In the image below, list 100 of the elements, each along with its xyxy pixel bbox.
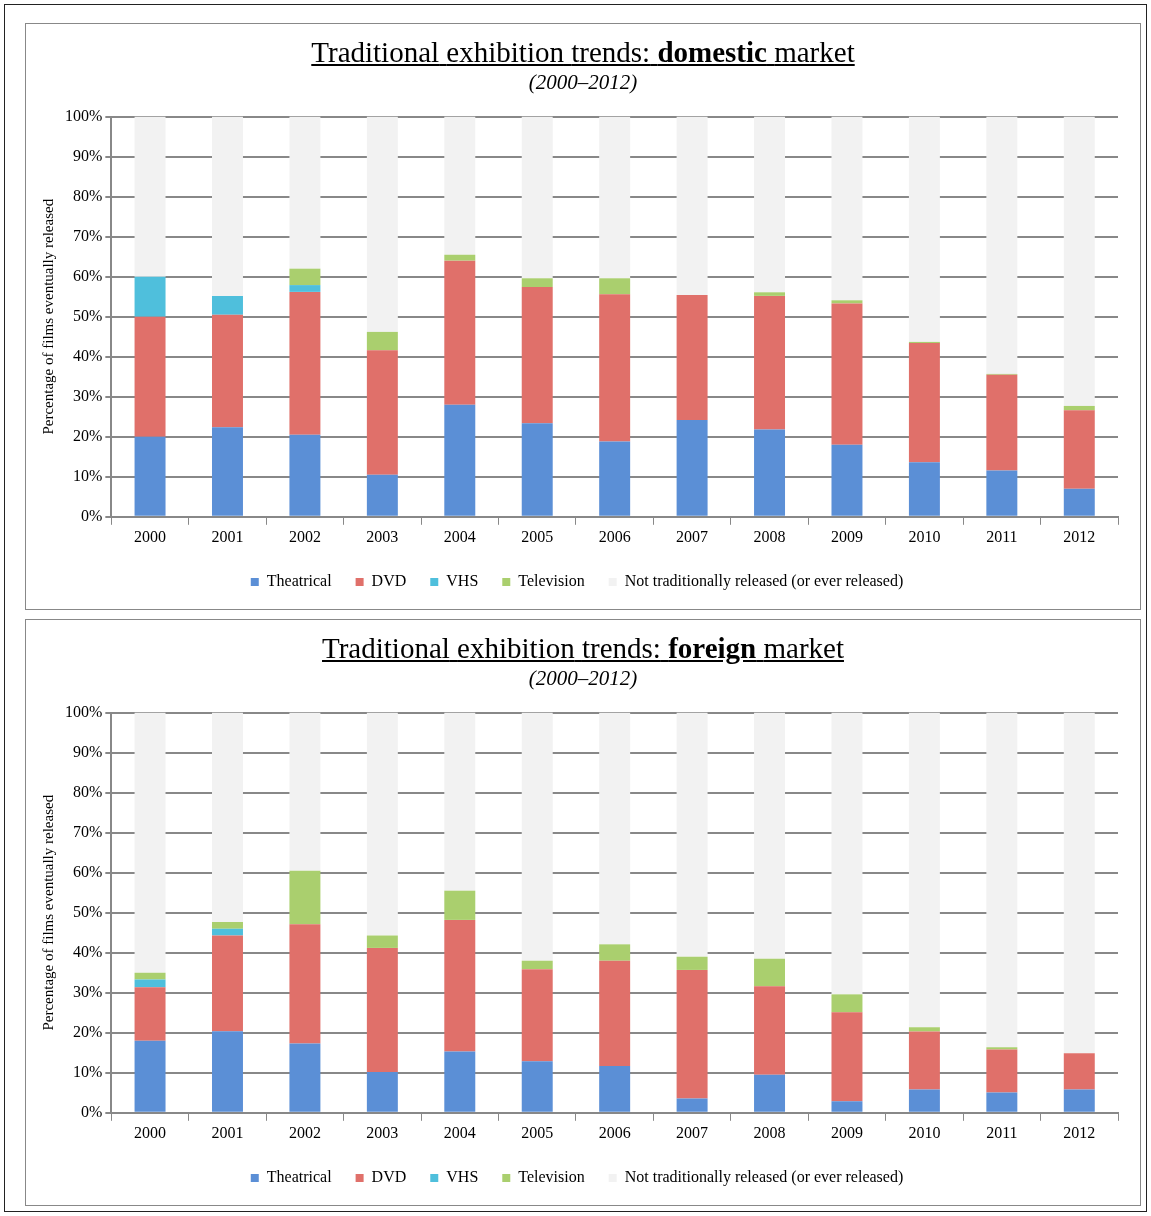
x-tick-label: 2001	[211, 527, 244, 545]
bar	[521, 287, 553, 424]
bar	[599, 712, 631, 945]
bar	[599, 441, 631, 516]
bar	[521, 960, 553, 970]
bar	[754, 116, 786, 293]
bar	[908, 116, 940, 342]
legend-label: VHS	[446, 572, 479, 590]
bar	[289, 924, 321, 1044]
bar	[212, 427, 243, 516]
chart-subtitle: (2000–2012)	[527, 70, 639, 95]
bar	[1063, 488, 1095, 516]
legend-label: Television	[518, 1168, 585, 1186]
legend-label: DVD	[371, 1168, 407, 1186]
bar	[676, 969, 708, 1099]
y-tick-label: 70%	[73, 822, 103, 840]
x-tick-label: 2001	[211, 1123, 244, 1141]
bar	[366, 350, 398, 475]
y-tick-label: 90%	[73, 742, 103, 760]
bar	[134, 436, 166, 516]
bar	[831, 712, 863, 995]
bar	[212, 1031, 243, 1112]
bar	[134, 116, 166, 277]
bar	[1063, 1089, 1095, 1112]
bar	[908, 712, 940, 1028]
x-tick-label: 2004	[443, 1123, 476, 1141]
x-tick-label: 2000	[134, 527, 167, 545]
bar	[754, 958, 786, 987]
bar	[676, 712, 708, 957]
y-tick-label: 90%	[73, 146, 103, 164]
bar	[134, 1040, 166, 1112]
bar	[289, 712, 321, 871]
bar	[444, 254, 476, 261]
bar	[986, 712, 1018, 1048]
x-tick-label: 2003	[366, 527, 399, 545]
legend-label: Not traditionally released (or ever released)	[624, 1168, 904, 1187]
bar	[366, 935, 398, 948]
legend-label: Theatrical	[266, 572, 333, 590]
bar	[444, 260, 476, 405]
bar	[521, 278, 553, 288]
y-tick-label: 100%	[65, 702, 103, 720]
bar	[444, 919, 476, 1052]
x-tick-label: 2009	[830, 1123, 863, 1141]
y-tick-label: 100%	[65, 106, 103, 124]
bar	[366, 474, 398, 516]
y-tick-label: 80%	[73, 186, 103, 204]
bar	[1063, 1053, 1095, 1090]
y-tick-label: 70%	[73, 226, 103, 244]
chart-title: Traditional exhibition trends: foreign market	[322, 632, 844, 664]
y-tick-label: 20%	[73, 1022, 103, 1040]
bar	[986, 1049, 1018, 1093]
bar	[366, 947, 398, 1072]
x-tick-label: 2012	[1063, 1123, 1096, 1141]
bar	[444, 1051, 476, 1112]
bar	[986, 470, 1018, 516]
y-tick-label: 80%	[73, 782, 103, 800]
bar	[1063, 405, 1095, 411]
bar	[444, 712, 476, 891]
bar	[754, 429, 786, 516]
bar	[599, 278, 631, 295]
x-tick-label: 2002	[288, 1123, 321, 1141]
bar	[599, 1065, 631, 1112]
y-tick-label: 30%	[73, 982, 103, 1000]
y-tick-label: 50%	[73, 306, 103, 324]
y-tick-label: 40%	[73, 942, 103, 960]
y-tick-label: 0%	[81, 1103, 103, 1120]
y-tick-label: 10%	[73, 466, 103, 484]
bar	[1063, 410, 1095, 489]
y-tick-label: 30%	[73, 386, 103, 404]
x-tick-label: 2007	[676, 527, 709, 545]
bar	[754, 292, 786, 296]
bar	[134, 979, 166, 988]
bar	[831, 444, 863, 516]
bar	[366, 116, 398, 332]
bar	[289, 1043, 321, 1112]
bar	[366, 712, 398, 936]
bar	[134, 316, 166, 437]
bar	[754, 1074, 786, 1112]
bar	[212, 935, 243, 1032]
bar	[289, 291, 321, 435]
bar	[754, 295, 786, 430]
bar	[289, 116, 321, 269]
chart-title: Traditional exhibition trends: domestic market	[311, 36, 855, 68]
bar	[908, 343, 940, 463]
x-tick-label: 2005	[521, 1123, 554, 1141]
x-tick-label: 2003	[366, 1123, 399, 1141]
bar	[676, 1098, 708, 1112]
bar	[289, 434, 321, 516]
bar	[134, 712, 166, 973]
y-tick-label: 60%	[73, 862, 103, 880]
bar	[366, 331, 398, 351]
bar	[676, 419, 708, 516]
y-tick-label: 60%	[73, 266, 103, 284]
bar	[444, 890, 476, 920]
x-tick-label: 2011	[986, 527, 1018, 545]
bar	[521, 1061, 553, 1112]
bar	[212, 921, 243, 929]
bar	[831, 300, 863, 304]
bar	[212, 314, 243, 428]
x-tick-label: 2012	[1063, 527, 1096, 545]
